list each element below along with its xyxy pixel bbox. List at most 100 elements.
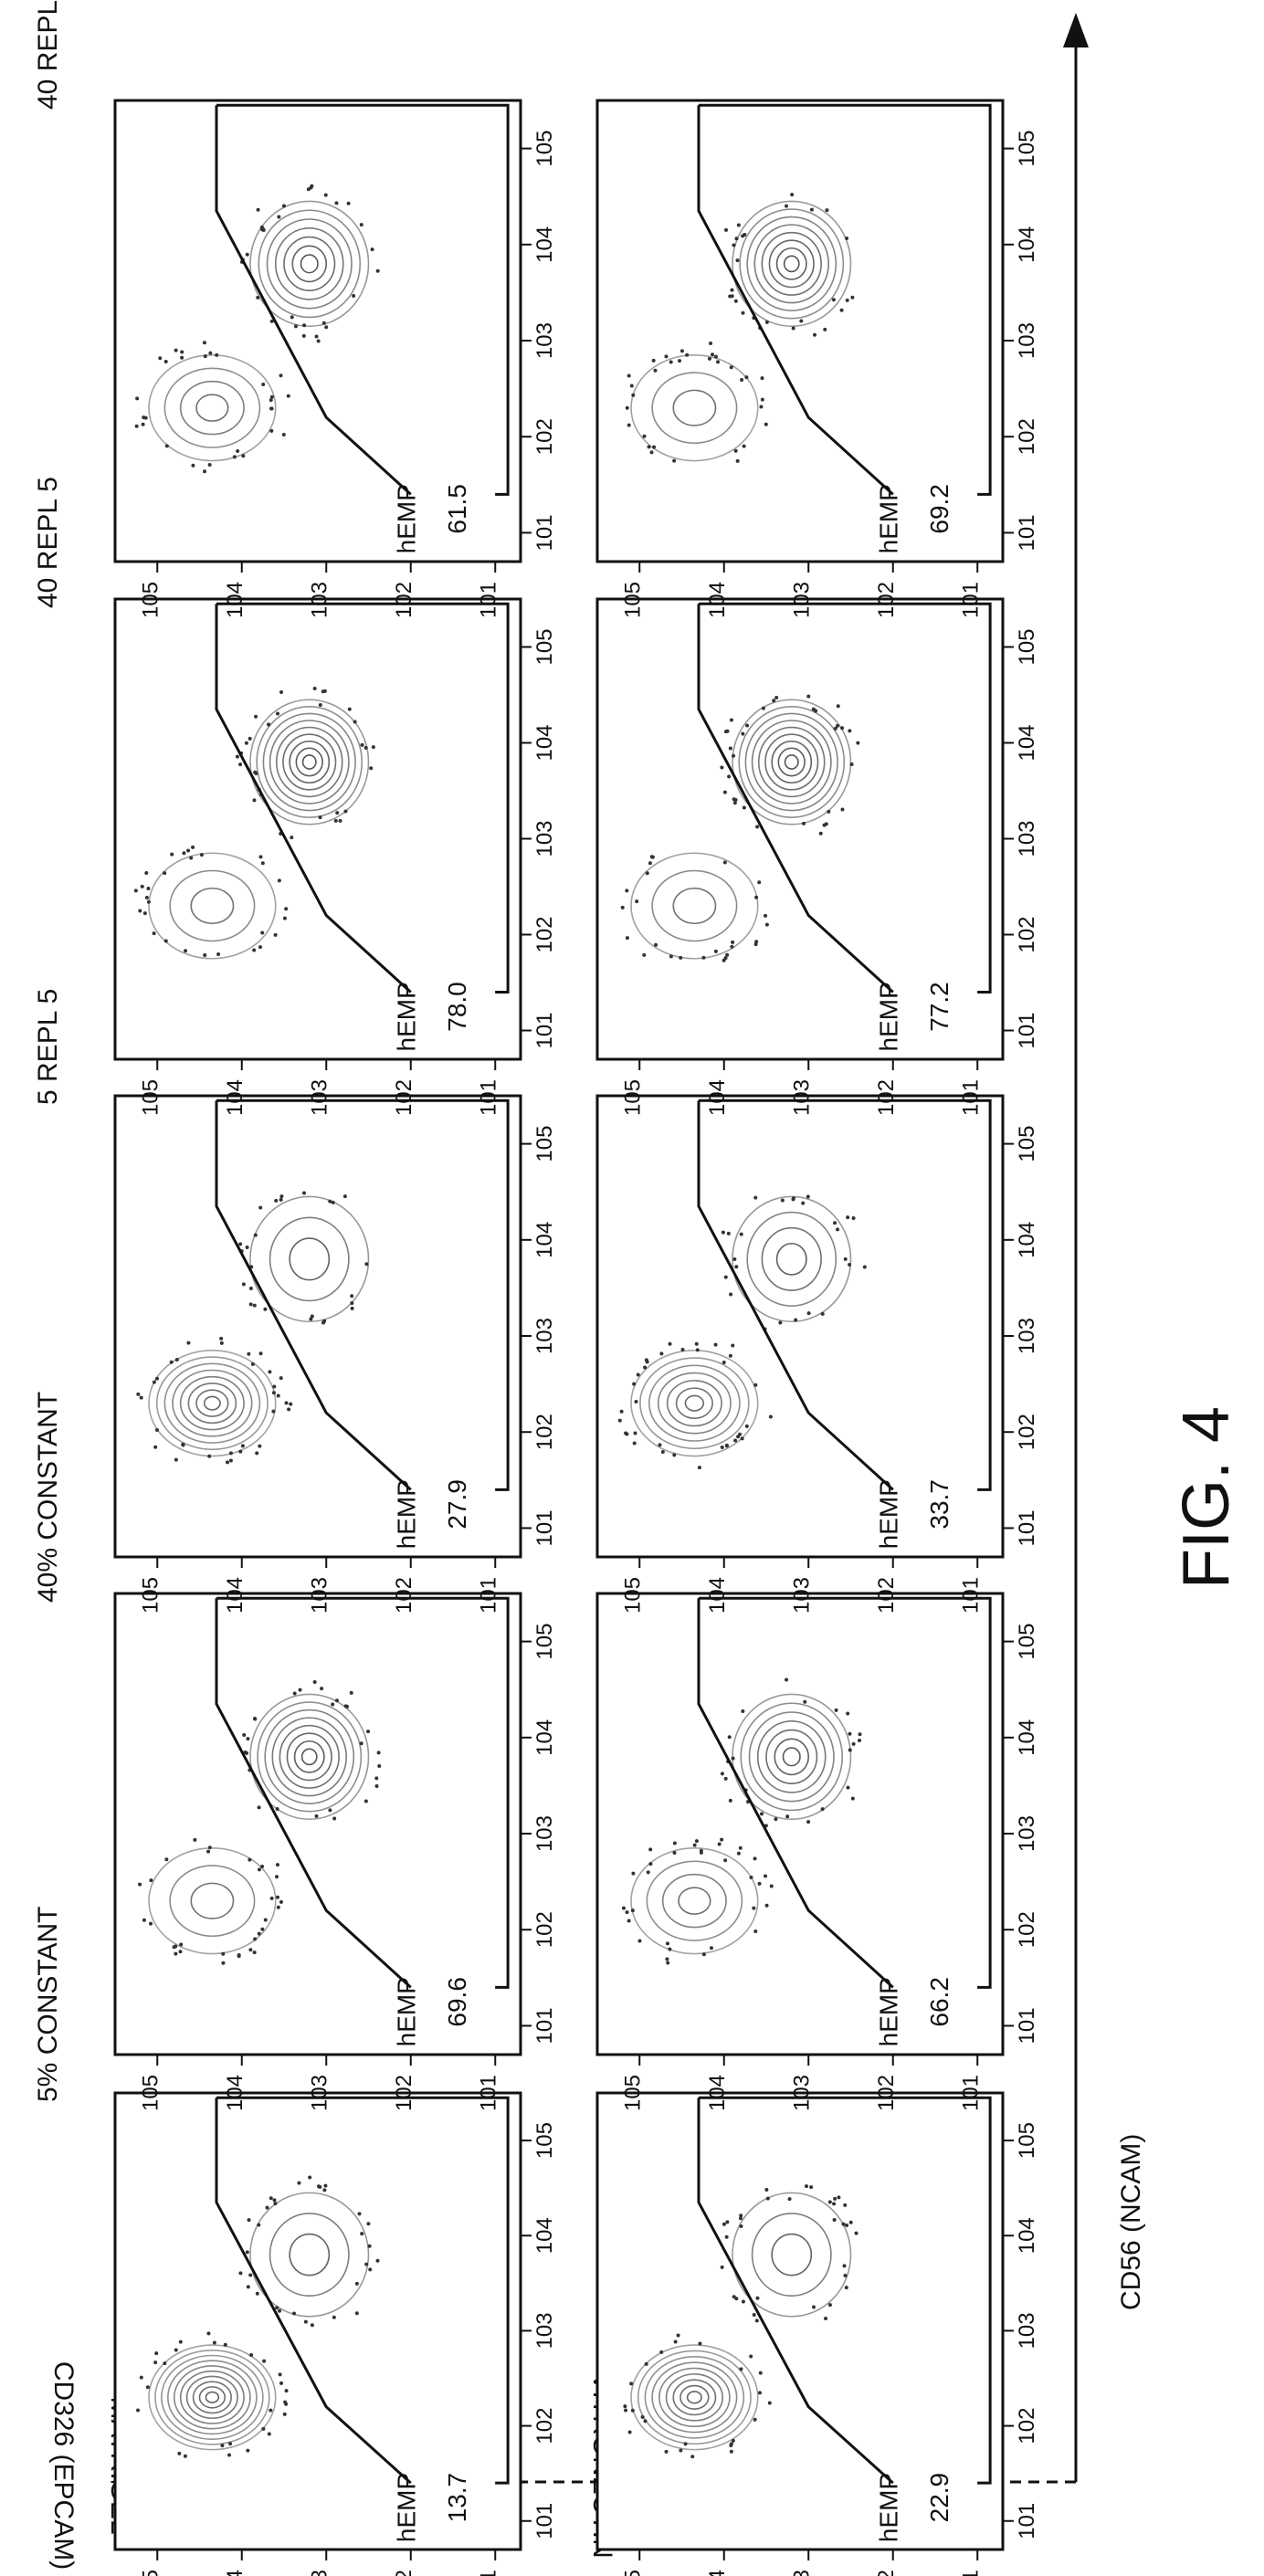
event-dot [232,455,237,459]
event-dot [731,1343,735,1348]
event-dot [203,469,207,474]
event-dot [741,731,745,736]
hemp-gate-bracket [216,1099,510,1491]
event-dot [824,822,828,826]
event-dot [321,689,325,694]
event-dot [728,1353,732,1358]
x-tick-label: 101 [1015,1012,1039,1048]
event-dot [158,356,163,361]
event-dot [625,888,629,893]
event-dot [741,2299,745,2304]
figure-caption: FIG. 4 [1170,1406,1243,1589]
y-tick-label: 102 [874,2075,899,2111]
event-dot [836,1227,840,1232]
event-dot [717,1842,722,1846]
event-dot [632,1441,637,1446]
event-dot [731,2438,735,2443]
event-dot [740,378,744,383]
event-dot [846,1711,850,1716]
event-dot [248,1302,253,1307]
y-tick-label: 103 [789,1079,814,1116]
event-dot [350,1294,354,1299]
event-dot [720,1772,724,1776]
event-dot [640,2414,645,2419]
condition-label: 5% CONSTANT [33,1907,63,2102]
event-dot [320,1687,324,1691]
event-dot [726,1231,731,1235]
event-dot [668,1341,672,1346]
x-tick-label: 102 [1015,2408,1039,2445]
event-dot [856,741,860,745]
event-dot [643,2419,648,2424]
event-dot [621,1906,626,1910]
event-dot [735,258,740,263]
event-dot [617,1418,622,1423]
event-dot [672,1841,677,1845]
gate-percentage: 69.2 [925,484,953,534]
event-dot [134,424,139,428]
hemp-population-contour [279,1724,340,1789]
event-dot [265,2205,269,2210]
x-tick-label: 105 [532,1624,557,1660]
event-dot [181,1443,185,1447]
x-tick-label: 103 [532,1815,557,1852]
hemp-population-contour [262,712,356,812]
event-dot [635,899,639,904]
hemp-gate-line [697,2098,894,2485]
hemp-gate-line [215,105,412,496]
panel-frame [113,99,522,563]
event-dot [343,809,348,814]
event-dot [845,236,849,240]
y-tick-label: 105 [138,1079,163,1116]
event-dot [629,2381,634,2386]
event-dot [733,448,738,453]
epcam-population-contour [169,869,256,942]
event-dot [177,2451,182,2455]
event-dot [186,848,191,853]
hemp-gate-bracket [216,103,510,496]
event-dot [291,2311,296,2316]
event-dot [174,1457,178,1462]
event-dot [629,384,634,388]
event-dot [683,2442,688,2446]
event-dot [252,1303,257,1308]
event-dot [364,1262,369,1267]
hemp-population-contour [775,247,807,280]
event-dot [627,423,631,427]
event-dot [164,444,169,448]
hemp-population-contour [757,726,826,798]
event-dot [276,1393,280,1398]
event-dot [258,1351,263,1356]
condition-label: 5 REPL 5 [33,989,63,1105]
y-tick-label: 104 [705,1577,730,1614]
epcam-population-contour [651,869,738,942]
hemp-population-contour [249,200,370,328]
event-dot [802,821,806,825]
event-dot [742,805,746,810]
event-dot [727,1735,732,1740]
epcam-population-contour [665,2373,724,2422]
event-dot [732,1256,737,1261]
event-dot [236,448,240,453]
event-dot [202,341,206,345]
event-dot [286,394,290,398]
hemp-population-contour [782,1747,801,1767]
event-dot [259,225,264,229]
event-dot [730,944,734,949]
hemp-population-contour [746,1211,837,1307]
y-tick-label: 104 [223,1079,248,1116]
event-dot [352,293,356,298]
event-dot [219,1341,224,1345]
event-dot [353,720,357,724]
epcam-population-contour [658,2367,731,2427]
event-dot [178,1950,183,1954]
hemp-population-contour [300,1748,318,1766]
event-dot [312,686,317,690]
event-dot [207,462,212,467]
event-dot [820,1311,825,1316]
event-dot [368,2267,373,2272]
x-tick-label: 101 [1015,2007,1039,2044]
event-dot [729,2444,733,2448]
epcam-population-contour [675,1387,713,1419]
event-dot [791,326,795,331]
